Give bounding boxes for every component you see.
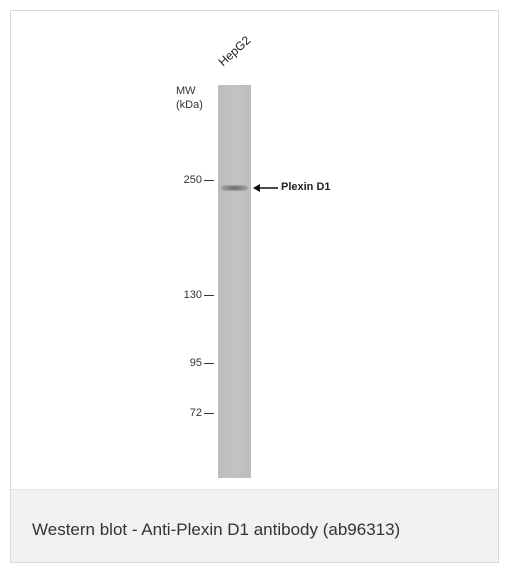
image-card: HepG2 MW (kDa) 250 130 95 72 [10,10,499,563]
western-blot-figure: HepG2 MW (kDa) 250 130 95 72 [11,11,498,489]
lane-label: HepG2 [215,33,254,69]
marker-250: 250 [169,174,214,188]
mw-label-line1: MW [176,85,196,97]
arrow-left-icon [253,184,278,192]
marker-tick [204,180,214,181]
blot-lane [218,85,251,478]
marker-value: 72 [189,407,202,419]
marker-95: 95 [169,357,214,371]
caption-bar: Western blot - Anti-Plexin D1 antibody (… [11,489,498,562]
band-annotation-label: Plexin D1 [281,181,331,193]
marker-130: 130 [169,289,214,303]
marker-72: 72 [169,407,214,421]
image-caption: Western blot - Anti-Plexin D1 antibody (… [32,520,401,539]
mw-label-line2: (kDa) [176,99,203,111]
marker-tick [204,413,214,414]
marker-value: 95 [189,357,202,369]
mw-label: MW (kDa) [176,84,220,112]
marker-value: 250 [183,174,202,186]
marker-value: 130 [183,289,202,301]
marker-tick [204,363,214,364]
marker-tick [204,295,214,296]
plexin-d1-band [221,185,248,191]
